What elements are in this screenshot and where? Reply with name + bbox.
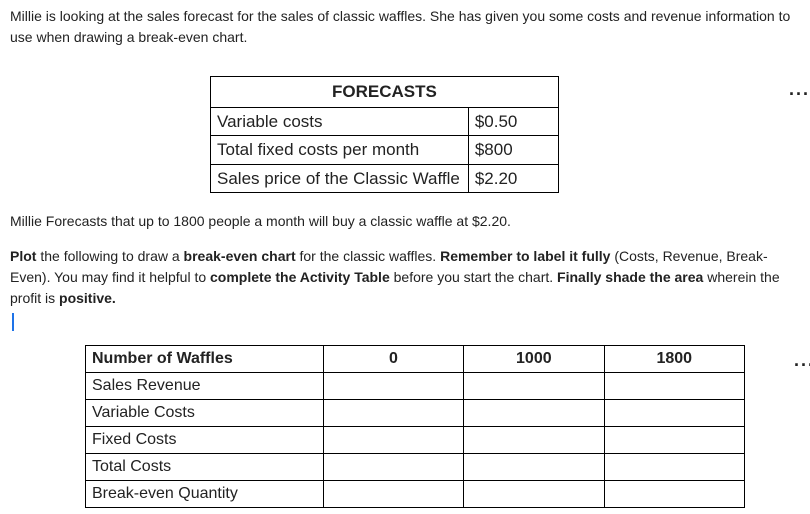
- activity-row-label: Total Costs: [86, 454, 324, 481]
- text-cursor: [12, 313, 14, 331]
- activity-table: Number of Waffles 0 1000 1800 Sales Reve…: [85, 345, 745, 508]
- activity-cell: [464, 481, 604, 508]
- activity-section: Number of Waffles 0 1000 1800 Sales Reve…: [85, 345, 765, 508]
- activity-col-header: 1800: [604, 346, 744, 373]
- activity-cell: [604, 481, 744, 508]
- activity-cell: [464, 454, 604, 481]
- activity-row-label: Variable Costs: [86, 400, 324, 427]
- instructions-text: Plot the following to draw a break-even …: [10, 246, 810, 309]
- activity-cell: [323, 400, 463, 427]
- activity-row-label: Break-even Quantity: [86, 481, 324, 508]
- instr-bold: Remember to label it fully: [440, 248, 610, 264]
- instr-bold: break-even chart: [184, 248, 296, 264]
- activity-cell: [464, 400, 604, 427]
- instr-span: for the classic waffles.: [296, 248, 440, 264]
- activity-cell: [323, 427, 463, 454]
- activity-cell: [323, 373, 463, 400]
- forecast-row-label: Total fixed costs per month: [211, 136, 469, 165]
- activity-col-header: 1000: [464, 346, 604, 373]
- more-icon[interactable]: ...: [789, 76, 810, 103]
- forecast-note: Millie Forecasts that up to 1800 people …: [10, 211, 810, 232]
- instr-bold: positive.: [59, 290, 116, 306]
- activity-header: Number of Waffles: [86, 346, 324, 373]
- intro-text: Millie is looking at the sales forecast …: [10, 6, 810, 48]
- activity-cell: [604, 454, 744, 481]
- instr-bold: complete the Activity Table: [210, 269, 390, 285]
- activity-row-label: Sales Revenue: [86, 373, 324, 400]
- forecast-row-value: $800: [468, 136, 558, 165]
- activity-cell: [604, 373, 744, 400]
- activity-cell: [323, 481, 463, 508]
- activity-cell: [604, 400, 744, 427]
- activity-cell: [323, 454, 463, 481]
- forecast-row-label: Sales price of the Classic Waffle: [211, 164, 469, 193]
- activity-cell: [604, 427, 744, 454]
- forecast-row-value: $0.50: [468, 107, 558, 136]
- forecasts-header: FORECASTS: [211, 77, 559, 108]
- activity-cell: [464, 373, 604, 400]
- forecast-row-value: $2.20: [468, 164, 558, 193]
- more-icon[interactable]: ...: [794, 347, 810, 374]
- instr-bold: Finally shade the area: [557, 269, 703, 285]
- forecast-row-label: Variable costs: [211, 107, 469, 136]
- activity-row-label: Fixed Costs: [86, 427, 324, 454]
- instr-bold: Plot: [10, 248, 36, 264]
- activity-col-header: 0: [323, 346, 463, 373]
- forecasts-table: FORECASTS Variable costs $0.50 Total fix…: [210, 76, 559, 193]
- instr-span: before you start the chart.: [390, 269, 557, 285]
- forecasts-section: FORECASTS Variable costs $0.50 Total fix…: [210, 76, 630, 193]
- activity-cell: [464, 427, 604, 454]
- instr-span: the following to draw a: [36, 248, 183, 264]
